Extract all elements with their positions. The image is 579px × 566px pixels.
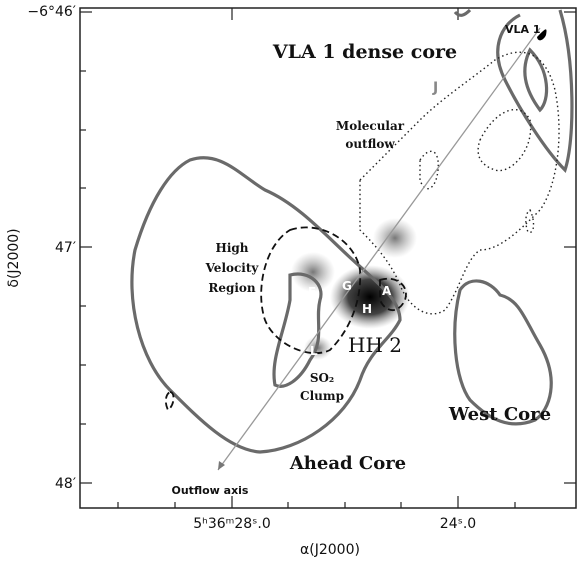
x-tick-label: 24ˢ.0 [440,516,476,532]
label-hh2: HH 2 [348,333,402,357]
y-tick-label: −6°46′ [27,4,76,20]
contours [132,10,572,452]
figure: VLA 1 dense core VLA 1 J Molecular outfl… [0,0,579,566]
knot: A [382,284,392,298]
label-hv: Region [208,281,256,295]
page: VLA 1 dense core VLA 1 J Molecular outfl… [0,0,579,566]
x-tick-label: 5ʰ36ᵐ28ˢ.0 [193,516,271,532]
label-vla: VLA 1 [505,23,541,36]
knot: G [342,279,352,293]
label-hv: Velocity [205,261,260,275]
label-so2: Clump [300,389,344,403]
label-hv: High [215,241,248,255]
label-west-core: West Core [448,404,551,425]
label-outflow-axis: Outflow axis [172,484,249,497]
knot: L [310,344,318,358]
x-axis-label: α(J2000) [300,542,360,558]
label-outflow: Molecular [336,119,405,133]
y-tick-label: 48′ [55,476,76,492]
y-tick-label: 47′ [55,240,76,256]
knot: E [308,285,316,299]
knot: H [362,302,372,316]
label-outflow: outflow [345,137,395,151]
label-vla-core: VLA 1 dense core [272,41,457,63]
label-j: J [432,80,438,96]
y-axis-label: δ(J2000) [6,228,22,287]
label-so2: SO₂ [310,371,334,385]
label-ahead-core: Ahead Core [289,453,406,474]
